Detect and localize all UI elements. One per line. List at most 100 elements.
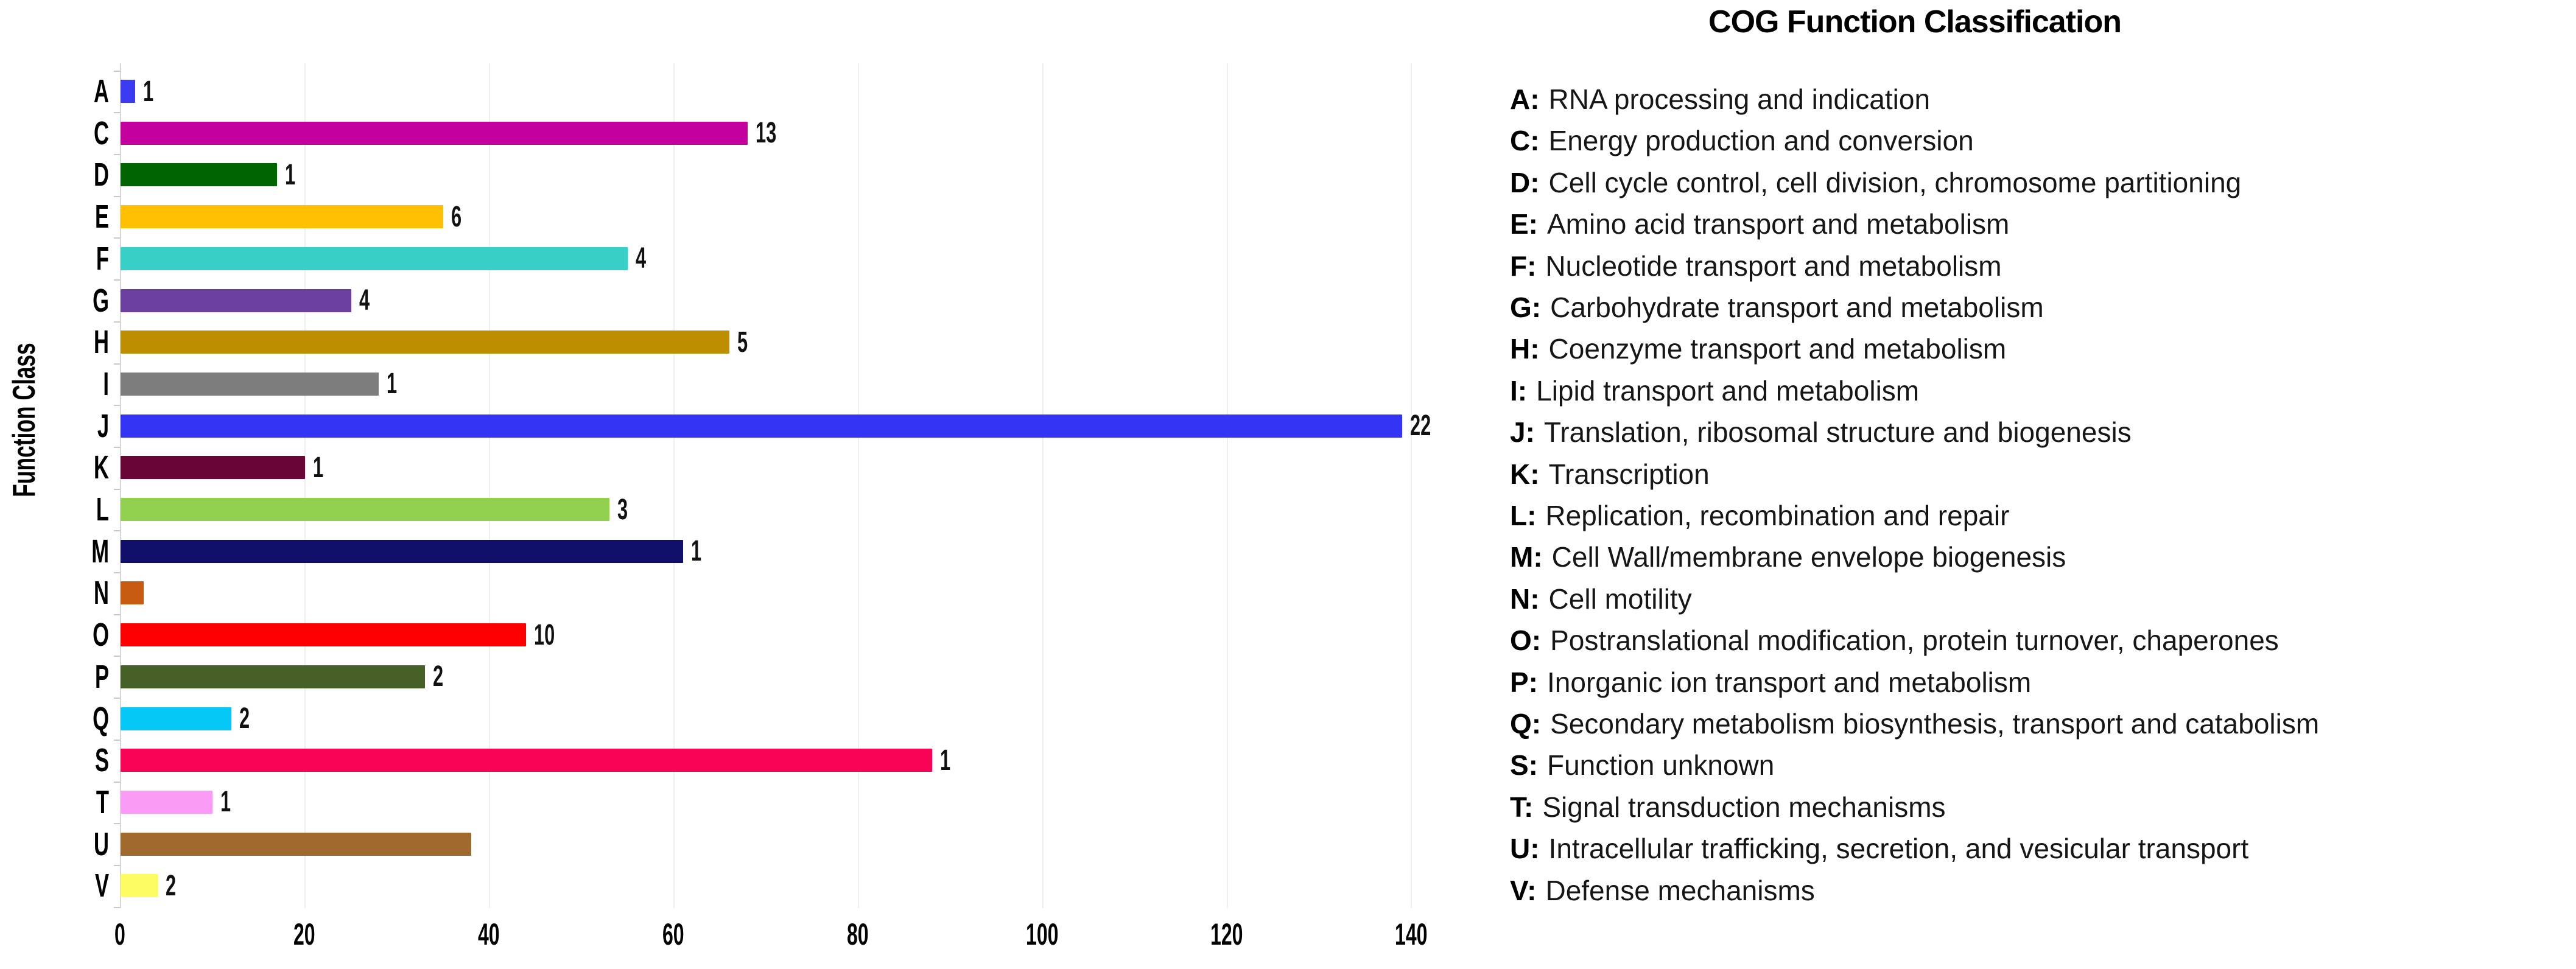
category-letter: E bbox=[94, 198, 109, 236]
x-tick-label: 20 bbox=[250, 917, 359, 952]
category-label: S bbox=[37, 741, 109, 780]
x-tick-label: 140 bbox=[1356, 917, 1465, 952]
bar bbox=[121, 832, 471, 856]
x-tick-label: 60 bbox=[619, 917, 728, 952]
bar-value-text: 13 bbox=[755, 117, 777, 150]
category-label: M bbox=[37, 532, 109, 571]
legend-item-key: K: bbox=[1510, 458, 1540, 490]
category-label: F bbox=[37, 239, 109, 278]
legend-item-text: Secondary metabolism biosynthesis, trans… bbox=[1550, 708, 2320, 740]
gridline bbox=[1226, 63, 1228, 908]
x-tick-label: 0 bbox=[65, 917, 175, 952]
legend-item-key: L: bbox=[1510, 500, 1537, 531]
category-letter: A bbox=[94, 73, 109, 110]
category-letter: H bbox=[94, 324, 109, 361]
bar-value-label: 5 bbox=[737, 323, 754, 362]
y-axis-tick bbox=[114, 572, 120, 574]
category-letter: Q bbox=[93, 700, 109, 737]
legend-item-text: Postranslational modification, protein t… bbox=[1550, 624, 2279, 657]
y-axis-tick bbox=[114, 906, 120, 908]
bar-value-label: 2 bbox=[433, 657, 449, 696]
bar-value-text: 22 bbox=[1410, 410, 1431, 443]
bar-value-text: 3 bbox=[617, 493, 628, 526]
category-letter: J bbox=[97, 407, 109, 444]
legend-item-key: A: bbox=[1510, 83, 1540, 115]
y-axis-line bbox=[120, 63, 121, 908]
legend-item-text: Inorganic ion transport and metabolism bbox=[1547, 666, 2032, 698]
bar-value-text: 1 bbox=[220, 786, 231, 819]
bar bbox=[121, 623, 527, 647]
bar-value-label: 1 bbox=[285, 155, 301, 194]
gridline bbox=[857, 63, 859, 908]
x-tick-text: 60 bbox=[662, 917, 684, 951]
bar bbox=[121, 289, 351, 312]
y-axis-tick bbox=[114, 698, 120, 699]
legend-item-key: H: bbox=[1510, 333, 1540, 365]
y-axis-tick bbox=[114, 781, 120, 783]
legend-item-text: RNA processing and indication bbox=[1548, 83, 1931, 115]
category-letter: C bbox=[94, 114, 109, 152]
category-letter: G bbox=[93, 282, 109, 319]
bar bbox=[121, 790, 213, 814]
legend-item-key: P: bbox=[1510, 666, 1538, 698]
category-letter: L bbox=[96, 491, 109, 528]
x-tick-text: 140 bbox=[1394, 917, 1428, 951]
bar-value-text: 1 bbox=[690, 535, 701, 568]
category-letter: S bbox=[94, 742, 109, 779]
legend-item: K: Transcription bbox=[1510, 453, 1710, 495]
bar bbox=[121, 581, 144, 605]
category-label: D bbox=[37, 155, 109, 194]
category-letter: N bbox=[94, 575, 109, 612]
legend-item-text: Amino acid transport and metabolism bbox=[1547, 208, 2010, 240]
legend-item: O: Postranslational modification, protein… bbox=[1510, 620, 2279, 661]
legend-item: T: Signal transduction mechanisms bbox=[1510, 786, 1946, 828]
bar-value-label: 1 bbox=[313, 448, 329, 487]
category-label: L bbox=[37, 490, 109, 529]
bar-value-text: 1 bbox=[387, 368, 398, 401]
bar-value-text: 10 bbox=[534, 618, 555, 651]
bar bbox=[121, 205, 444, 229]
y-axis-tick bbox=[114, 321, 120, 323]
legend-item: Q: Secondary metabolism biosynthesis, tra… bbox=[1510, 703, 2319, 744]
category-letter: P bbox=[94, 658, 109, 695]
legend-item: D: Cell cycle control, cell division, chr… bbox=[1510, 162, 2241, 203]
legend-item: L: Replication, recombination and repair bbox=[1510, 495, 2009, 536]
bar-value-text: 1 bbox=[312, 451, 323, 484]
legend-item-text: Translation, ribosomal structure and bio… bbox=[1543, 416, 2132, 449]
legend-item-text: Signal transduction mechanisms bbox=[1542, 791, 1946, 823]
y-axis-tick bbox=[114, 656, 120, 657]
x-tick-text: 20 bbox=[293, 917, 315, 951]
legend-item-text: Function unknown bbox=[1547, 749, 1775, 782]
legend-item-key: N: bbox=[1510, 582, 1540, 615]
y-axis-tick bbox=[114, 195, 120, 197]
legend-item-text: Replication, recombination and repair bbox=[1545, 500, 2010, 531]
y-axis-tick bbox=[114, 154, 120, 156]
x-tick-label: 100 bbox=[988, 917, 1097, 952]
bar bbox=[121, 874, 158, 898]
legend-item-key: S: bbox=[1510, 749, 1538, 782]
bar bbox=[121, 665, 425, 688]
legend-item-text: Transcription bbox=[1548, 458, 1710, 490]
legend-item: V: Defense mechanisms bbox=[1510, 870, 1815, 911]
legend-item-key: T: bbox=[1510, 791, 1534, 823]
y-axis-tick bbox=[114, 488, 120, 490]
category-label: I bbox=[37, 365, 109, 404]
category-label: G bbox=[37, 281, 109, 320]
bar bbox=[121, 247, 628, 270]
bar-value-text: 4 bbox=[359, 284, 370, 317]
legend-item: H: Coenzyme transport and metabolism bbox=[1510, 328, 2006, 369]
legend-item: I: Lipid transport and metabolism bbox=[1510, 370, 1919, 411]
category-letter: T bbox=[96, 783, 109, 820]
y-axis-tick bbox=[114, 614, 120, 615]
bar bbox=[121, 539, 683, 563]
bar bbox=[121, 80, 136, 103]
bar-value-label: 2 bbox=[166, 866, 182, 905]
category-label: K bbox=[37, 448, 109, 487]
bar-value-text: 1 bbox=[143, 75, 154, 108]
y-axis-tick bbox=[114, 405, 120, 407]
bar bbox=[121, 456, 305, 480]
bar bbox=[121, 414, 1403, 438]
bar-value-text: 5 bbox=[737, 326, 748, 359]
x-tick-label: 120 bbox=[1172, 917, 1282, 952]
y-axis-tick bbox=[114, 112, 120, 114]
